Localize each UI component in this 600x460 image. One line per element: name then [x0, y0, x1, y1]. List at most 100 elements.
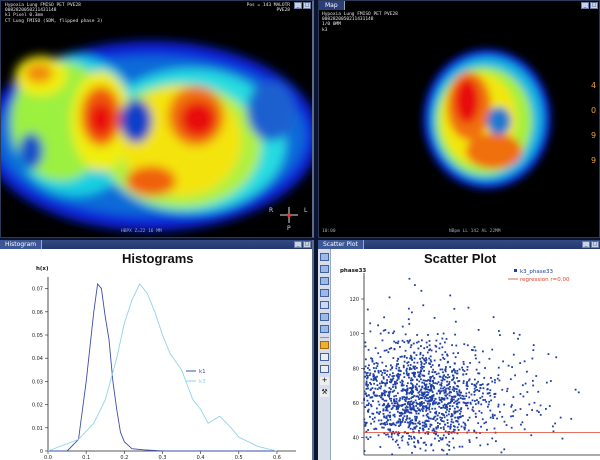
tab-scatter-plot[interactable]: Scatter Plot	[318, 240, 364, 249]
scatter-point	[424, 425, 426, 428]
scatter-point	[406, 389, 409, 392]
scatter-point	[401, 397, 404, 400]
add-icon[interactable]: +	[320, 376, 329, 385]
scatter-point	[447, 402, 450, 405]
scatter-point	[427, 393, 429, 396]
scatter-point	[491, 380, 494, 383]
tools-icon[interactable]: ⚒	[320, 388, 329, 397]
left-image-viewport[interactable]: _ □ Hypoxia Lung FMISO PET PVE28 0082820…	[0, 0, 314, 238]
scatter-point	[454, 333, 457, 336]
scatter-toolbar: + ⚒	[318, 249, 331, 460]
scatter-point	[440, 397, 443, 399]
scatter-point	[375, 367, 378, 369]
scatter-point	[479, 444, 482, 447]
scatter-point	[519, 408, 522, 410]
scatter-point	[423, 391, 426, 394]
scatter-point	[517, 337, 519, 340]
scatter-point	[448, 444, 451, 447]
save-icon[interactable]	[320, 325, 329, 333]
scatter-point	[457, 417, 460, 420]
y-tick-label: 0.02	[32, 403, 43, 409]
scatter-point	[425, 361, 428, 364]
scatter-point	[473, 429, 475, 432]
tab-map[interactable]: Map	[319, 1, 345, 10]
scatter-point	[371, 396, 374, 399]
minimize-button[interactable]: _	[294, 241, 302, 248]
layout-icon[interactable]	[320, 289, 329, 297]
scatter-point	[442, 420, 445, 423]
scatter-point	[384, 372, 386, 375]
scatter-point	[452, 386, 455, 389]
scatter-point	[463, 370, 466, 373]
scatter-point	[456, 432, 459, 435]
scatter-point	[392, 430, 395, 433]
scatter-point	[377, 352, 380, 355]
scatter-point	[421, 421, 424, 424]
scatter-point	[437, 381, 440, 384]
minimize-button[interactable]: _	[294, 2, 302, 9]
scatter-point	[396, 406, 398, 409]
minimize-button[interactable]: _	[581, 2, 589, 9]
y-tick-label: 80	[353, 366, 359, 372]
zoom-fit-icon[interactable]	[320, 277, 329, 285]
scatter-point	[442, 406, 445, 409]
tab-histogram[interactable]: Histogram	[0, 240, 43, 249]
scatter-point	[428, 417, 430, 420]
line-style-icon[interactable]	[320, 353, 329, 361]
list-view-icon[interactable]	[320, 265, 329, 273]
maximize-button[interactable]: □	[303, 241, 311, 248]
scatter-point	[426, 391, 428, 393]
scatter-point	[444, 388, 447, 391]
table-icon[interactable]	[320, 313, 329, 321]
scatter-point	[432, 418, 434, 420]
scatter-point	[429, 423, 432, 426]
scatter-point	[433, 400, 436, 402]
scatter-point	[399, 370, 402, 372]
scatter-point	[481, 418, 484, 421]
color-palette-icon[interactable]	[320, 341, 329, 349]
maximize-button[interactable]: □	[591, 241, 599, 248]
scatter-point	[408, 424, 411, 426]
scatter-point	[395, 394, 397, 397]
scatter-point	[432, 394, 435, 396]
minimize-button[interactable]: _	[582, 241, 590, 248]
lines-icon[interactable]	[320, 301, 329, 309]
scatter-point	[408, 323, 411, 325]
grid-view-icon[interactable]	[320, 253, 329, 261]
scatter-point	[411, 372, 414, 374]
scatter-point	[410, 379, 412, 382]
histogram-chart[interactable]: 0 0.01 0.02 0.03 0.04 0.05 0.06 0.07 0.0 0.1 0.2 0.…	[0, 249, 314, 460]
scatter-point	[408, 368, 411, 371]
scatter-point	[371, 357, 374, 360]
dash-style-icon[interactable]	[320, 365, 329, 373]
scatter-point	[445, 405, 448, 408]
scatter-point	[473, 378, 476, 381]
scatter-point	[450, 395, 453, 398]
scatter-point	[473, 346, 476, 348]
scatter-point	[428, 388, 431, 391]
scatter-point	[490, 399, 492, 402]
scatter-point	[440, 406, 443, 409]
right-image-viewport[interactable]: Map _ □ Hypoxia Lung FMISO PET PVE28 008…	[318, 0, 600, 238]
scatter-point	[425, 425, 428, 428]
right-heatmap-image	[423, 49, 551, 189]
scatter-chart[interactable]: 40 60 80 100 120 k3_phase33 regression r=0.00	[318, 249, 600, 460]
scatter-point	[462, 397, 465, 400]
scatter-point	[488, 357, 491, 360]
scatter-point	[421, 408, 423, 411]
maximize-button[interactable]: □	[303, 2, 311, 9]
maximize-button[interactable]: □	[590, 2, 598, 9]
scatter-point	[429, 403, 431, 405]
scatter-point	[471, 383, 473, 385]
scatter-point	[390, 423, 393, 425]
scatter-point	[387, 435, 390, 438]
scatter-point	[367, 387, 369, 390]
scatter-point	[375, 411, 378, 414]
scatter-point	[367, 394, 370, 397]
scatter-point	[422, 429, 425, 432]
scatter-point	[431, 399, 434, 401]
scatter-point	[418, 385, 421, 388]
scatter-point	[415, 378, 418, 381]
scatter-point	[434, 437, 436, 440]
scatter-point	[433, 387, 436, 390]
